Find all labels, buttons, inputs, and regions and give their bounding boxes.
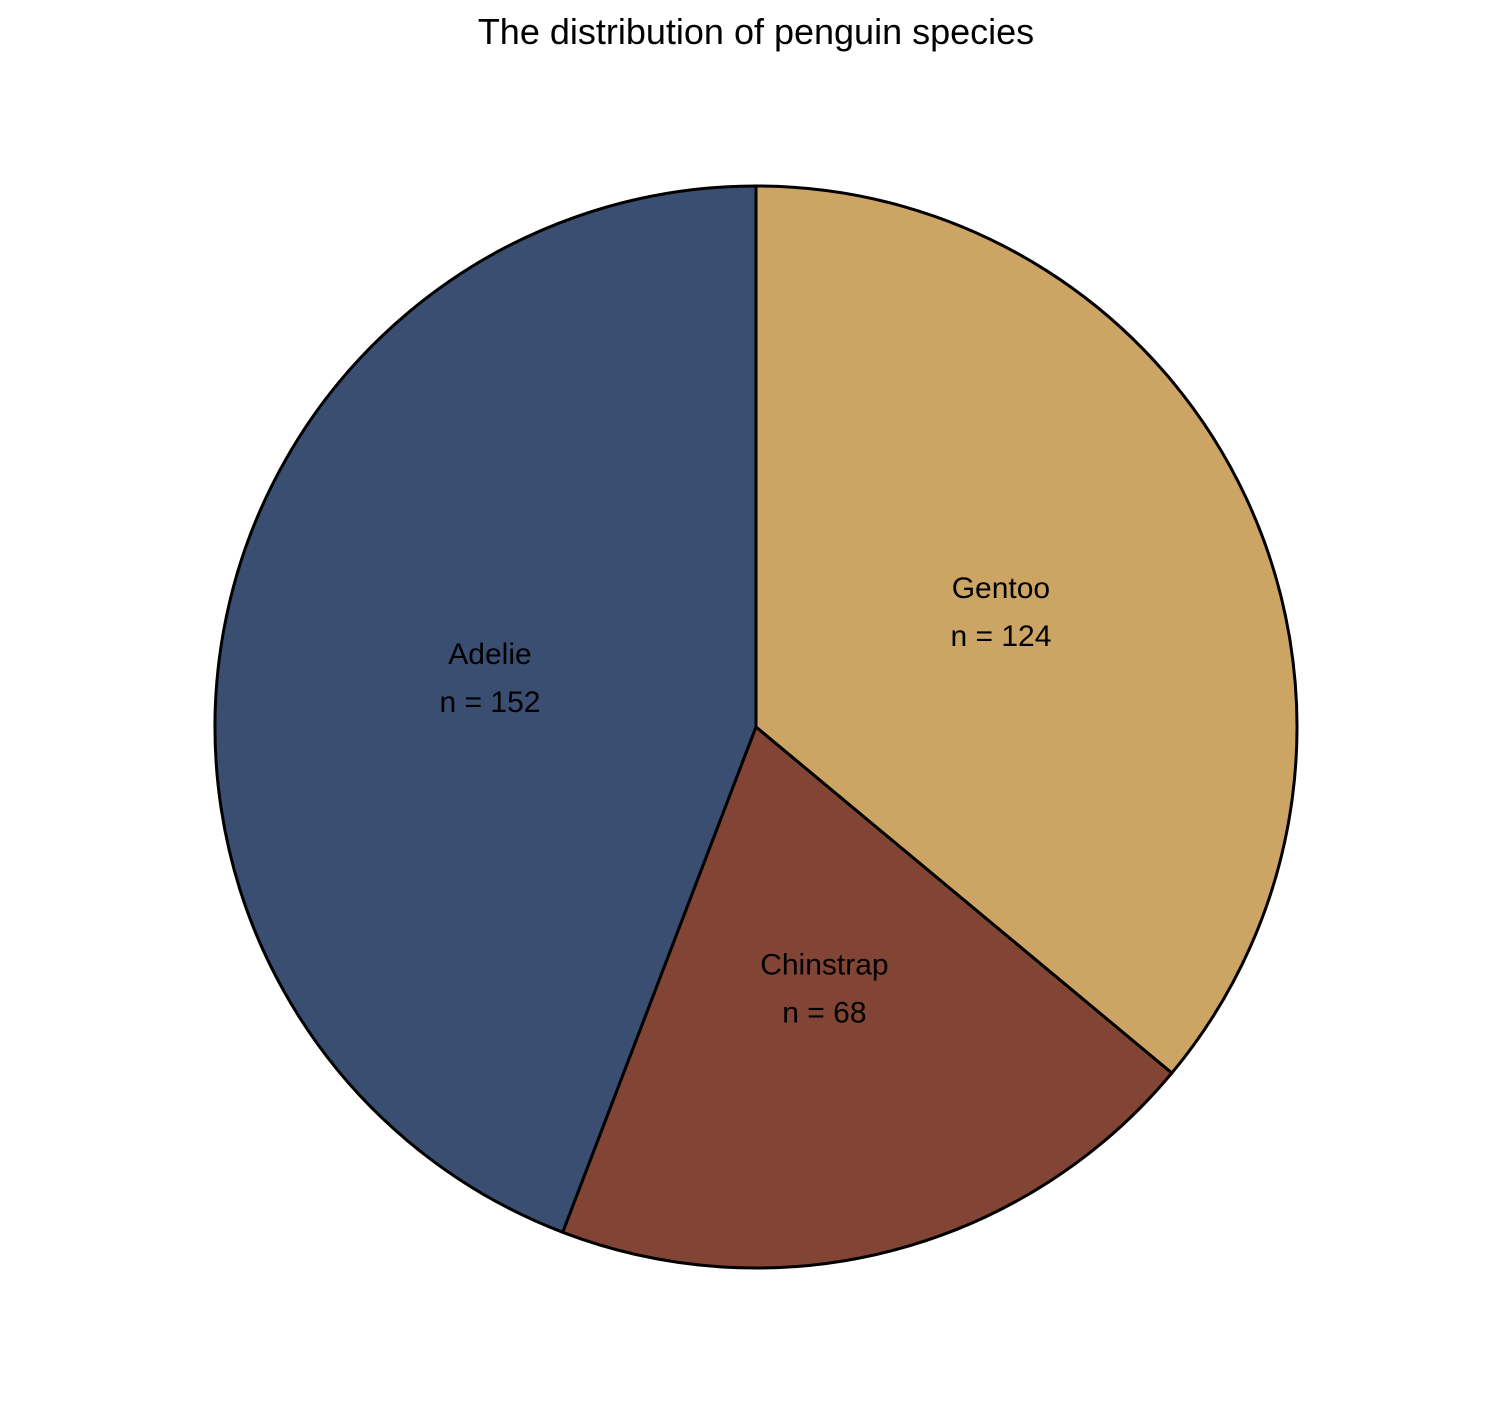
pie-slice-adelie: [213, 184, 758, 1234]
slice-label-adelie: Adelie: [448, 638, 531, 671]
pie-slice-chinstrap: [561, 725, 1174, 1270]
pie-slices: [213, 184, 1299, 1270]
chart-title: The distribution of penguin species: [477, 11, 1035, 52]
slice-count-adelie: n = 152: [440, 686, 541, 719]
slice-count-chinstrap: n = 68: [782, 997, 866, 1030]
pie-slice-gentoo: [754, 184, 1299, 1075]
slice-label-gentoo: Gentoo: [952, 572, 1050, 605]
pie-labels: Adelie n = 152 Gentoo n = 124 Chinstrap n = 6…: [440, 572, 1052, 1030]
slice-count-gentoo: n = 124: [950, 620, 1051, 653]
slice-label-chinstrap: Chinstrap: [760, 949, 888, 982]
